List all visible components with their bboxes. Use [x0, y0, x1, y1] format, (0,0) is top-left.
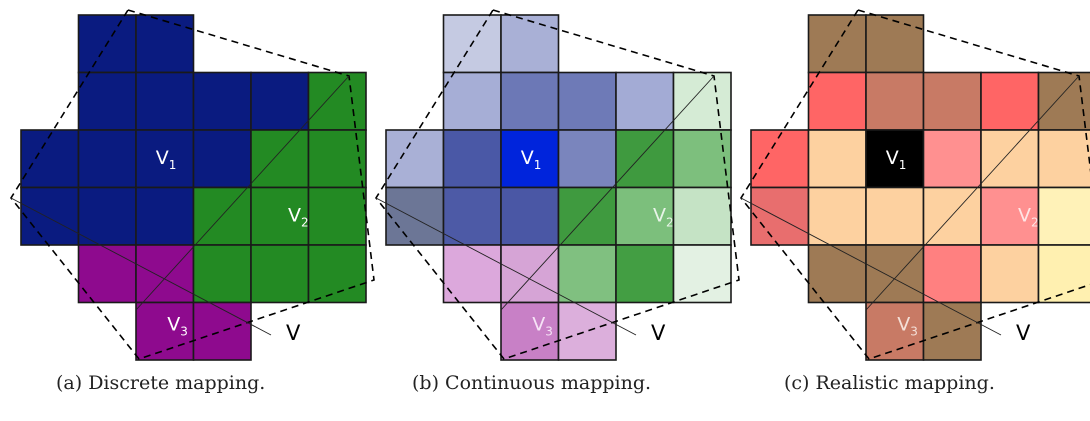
- grid-cell: [500, 71, 560, 131]
- grid-cell: [865, 301, 925, 361]
- region-label-v: V: [651, 321, 666, 345]
- grid-cell: [500, 14, 560, 74]
- grid-cell: [807, 186, 867, 246]
- grid-cell: [307, 244, 367, 304]
- grid-cell: [1037, 71, 1090, 131]
- region-divider-line: [740, 197, 1002, 336]
- grid-cell: [922, 301, 982, 361]
- region-v-outline: [740, 9, 1090, 360]
- grid-cell: [922, 186, 982, 246]
- grid-cell: [750, 186, 810, 246]
- grid-cell: [980, 71, 1040, 131]
- grid-cell: [807, 71, 867, 131]
- grid-cell: [135, 71, 195, 131]
- region-divider-line: [500, 75, 715, 311]
- grid-cell: [557, 129, 617, 189]
- grid-cell: [192, 186, 252, 246]
- grid-cell: [135, 301, 195, 361]
- grid-cell: [672, 244, 732, 304]
- grid-cell: [442, 186, 502, 246]
- grid-cell: [615, 71, 675, 131]
- grid-cell: [250, 244, 310, 304]
- grid-cell: [307, 186, 367, 246]
- grid-cell: [865, 14, 925, 74]
- grid-cell: [557, 301, 617, 361]
- region-divider-line: [10, 197, 272, 336]
- grid-cell: [20, 129, 80, 189]
- grid-cell: [1037, 129, 1090, 189]
- grid-cell: [807, 244, 867, 304]
- grid-cell: [192, 129, 252, 189]
- region-divider-line: [865, 75, 1080, 311]
- grid-cell: [922, 129, 982, 189]
- grid-cell: [385, 129, 445, 189]
- grid-cell: [865, 71, 925, 131]
- grid-cell: [865, 186, 925, 246]
- grid-cell: [307, 71, 367, 131]
- grid-cell: [135, 186, 195, 246]
- grid-cell: [77, 71, 137, 131]
- grid-cell: [442, 244, 502, 304]
- region-label-v: V: [286, 321, 301, 345]
- grid-cell: [77, 186, 137, 246]
- grid-cell: [192, 71, 252, 131]
- grid-cell: [922, 244, 982, 304]
- grid-cell: [1037, 186, 1090, 246]
- grid-cell: [980, 129, 1040, 189]
- grid-cell: [192, 301, 252, 361]
- grid-cell: [442, 14, 502, 74]
- grid-cell: [557, 244, 617, 304]
- grid-cell: [750, 129, 810, 189]
- region-divider-line: [375, 197, 637, 336]
- region-v-outline: [10, 9, 375, 360]
- grid-cell: [500, 186, 560, 246]
- grid-cell: [135, 14, 195, 74]
- caption-discrete-mapping: (a) Discrete mapping.: [56, 372, 266, 394]
- grid-cell: [500, 301, 560, 361]
- grid-cell: [77, 244, 137, 304]
- grid-cell: [980, 244, 1040, 304]
- grid-cell: [865, 244, 925, 304]
- grid-cell: [807, 129, 867, 189]
- region-v-outline: [375, 9, 740, 360]
- grid-cell: [615, 129, 675, 189]
- grid-cell: [1037, 244, 1090, 304]
- grid-cell: [672, 71, 732, 131]
- grid-cell: [385, 186, 445, 246]
- grid-cell: [77, 129, 137, 189]
- grid-cell: [615, 244, 675, 304]
- grid-cell: [250, 71, 310, 131]
- grid-cell: [672, 186, 732, 246]
- grid-cell: [442, 129, 502, 189]
- grid-cell: [557, 71, 617, 131]
- grid-cell: [442, 71, 502, 131]
- caption-continuous-mapping: (b) Continuous mapping.: [412, 372, 652, 394]
- grid-cell: [557, 186, 617, 246]
- grid-cell: [250, 129, 310, 189]
- grid-cell: [500, 244, 560, 304]
- grid-cell: [20, 186, 80, 246]
- region-divider-line: [135, 75, 350, 311]
- grid-cell: [135, 244, 195, 304]
- region-label-v: V: [1016, 321, 1031, 345]
- grid-cell: [922, 71, 982, 131]
- caption-realistic-mapping: (c) Realistic mapping.: [784, 372, 995, 394]
- grid-cell: [192, 244, 252, 304]
- grid-cell: [135, 129, 195, 189]
